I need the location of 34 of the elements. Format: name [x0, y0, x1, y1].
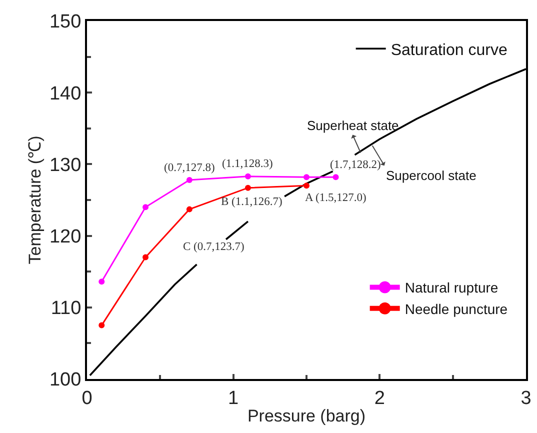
- annotation: (0.7,127.8): [164, 162, 215, 174]
- legend-label: Needle puncture: [404, 300, 508, 317]
- x-tick-label: 2: [374, 388, 385, 409]
- annotation: Superheat state: [307, 118, 399, 133]
- legend-label: Saturation curve: [390, 42, 508, 59]
- annotation: A (1.5,127.0): [305, 192, 366, 204]
- x-axis-title: Pressure (barg): [247, 406, 366, 426]
- x-tick-label: 3: [520, 388, 532, 409]
- annotation: (1.7,128.2): [330, 159, 381, 171]
- point: [304, 174, 310, 180]
- x-tick-label: 1: [228, 388, 239, 409]
- y-tick-label: 140: [49, 83, 82, 104]
- point: [244, 184, 251, 191]
- annotation: (1.1,128.3): [222, 158, 273, 170]
- y-tick-label: 120: [49, 226, 82, 248]
- point: [142, 254, 149, 260]
- x-tick-label: 0: [82, 388, 92, 409]
- point: [304, 182, 310, 189]
- point: [186, 206, 192, 212]
- y-tick-label: 110: [50, 298, 82, 320]
- point: [186, 176, 192, 183]
- point: [142, 204, 149, 210]
- y-tick-label: 150: [49, 12, 82, 33]
- y-axis-title: Temperature (℃): [26, 136, 45, 264]
- legend-label: Natural rupture: [404, 280, 498, 296]
- point: [98, 322, 105, 328]
- y-tick-label: 130: [49, 154, 82, 176]
- point: [332, 174, 339, 180]
- point: [98, 278, 105, 285]
- y-tick-label: 100: [49, 370, 82, 391]
- annotation: Supercool state: [386, 168, 476, 183]
- annotation: B (1.1,126.7): [221, 196, 282, 208]
- annotation: C (0.7,123.7): [183, 241, 244, 253]
- point: [244, 173, 251, 180]
